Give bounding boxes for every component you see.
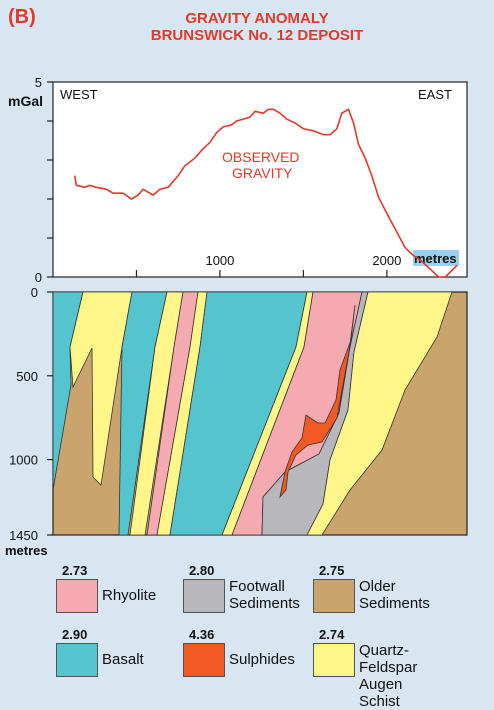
west-label: WEST xyxy=(60,87,98,102)
legend-label: Footwall Sediments xyxy=(229,578,300,612)
legend-swatch xyxy=(313,579,355,613)
depth-label-0: 0 xyxy=(31,285,38,300)
curve-label-line1: OBSERVED xyxy=(222,149,300,165)
depth-axis: 0 500 1000 1450 xyxy=(9,285,53,543)
gravity-line xyxy=(73,108,458,278)
plot-area xyxy=(52,81,468,278)
cross-section xyxy=(52,291,468,536)
legend-swatch xyxy=(183,643,225,677)
sulphides xyxy=(279,304,356,499)
legend-swatch xyxy=(56,643,98,677)
depth-label-500: 500 xyxy=(16,369,38,384)
legend-label: Older Sediments xyxy=(359,578,430,612)
chart-title-line1: GRAVITY ANOMALY xyxy=(185,10,329,27)
y-tick-label-5: 5 xyxy=(35,75,42,90)
legend-density: 2.90 xyxy=(62,627,88,642)
depth-unit-label: metres xyxy=(5,543,48,558)
legend-label: Rhyolite xyxy=(102,587,157,604)
legend-density: 2.74 xyxy=(319,627,345,642)
basalt-west xyxy=(52,291,84,491)
legend-density: 2.73 xyxy=(62,563,88,578)
legend-label: Quartz-Feldspar Augen Schist xyxy=(359,642,418,710)
x-unit-highlight xyxy=(413,250,459,266)
legend-swatch xyxy=(56,579,98,613)
x-tick-label-2000: 2000 xyxy=(372,253,401,268)
legend-swatch xyxy=(183,579,225,613)
y-axis-ticks: 05 xyxy=(35,75,53,285)
x-tick-label-1000: 1000 xyxy=(205,253,234,268)
curve-label-line2: GRAVITY xyxy=(232,165,293,181)
depth-label-1450: 1450 xyxy=(9,528,38,543)
legend-label: Sulphides xyxy=(229,651,295,668)
legend-density: 2.75 xyxy=(319,563,345,578)
y-axis-label: mGal xyxy=(8,93,43,109)
y-tick-label-0: 0 xyxy=(35,270,42,285)
chart-title-line2: BRUNSWICK No. 12 DEPOSIT xyxy=(150,27,364,44)
depth-label-1000: 1000 xyxy=(9,453,38,468)
x-axis-unit-label: metres xyxy=(414,251,457,266)
legend-density: 4.36 xyxy=(189,627,215,642)
legend-density: 2.80 xyxy=(189,563,215,578)
legend-swatch xyxy=(313,643,355,677)
legend-label: Basalt xyxy=(102,651,144,668)
gravity-profile-chart: 1000 2000 05 mGal WEST EAST OBSERVED GRAV… xyxy=(5,75,468,558)
x-axis-ticks: 1000 2000 xyxy=(135,253,401,277)
east-label: EAST xyxy=(418,87,452,102)
panel-label: (B) xyxy=(8,6,36,28)
schist-east xyxy=(306,291,453,536)
